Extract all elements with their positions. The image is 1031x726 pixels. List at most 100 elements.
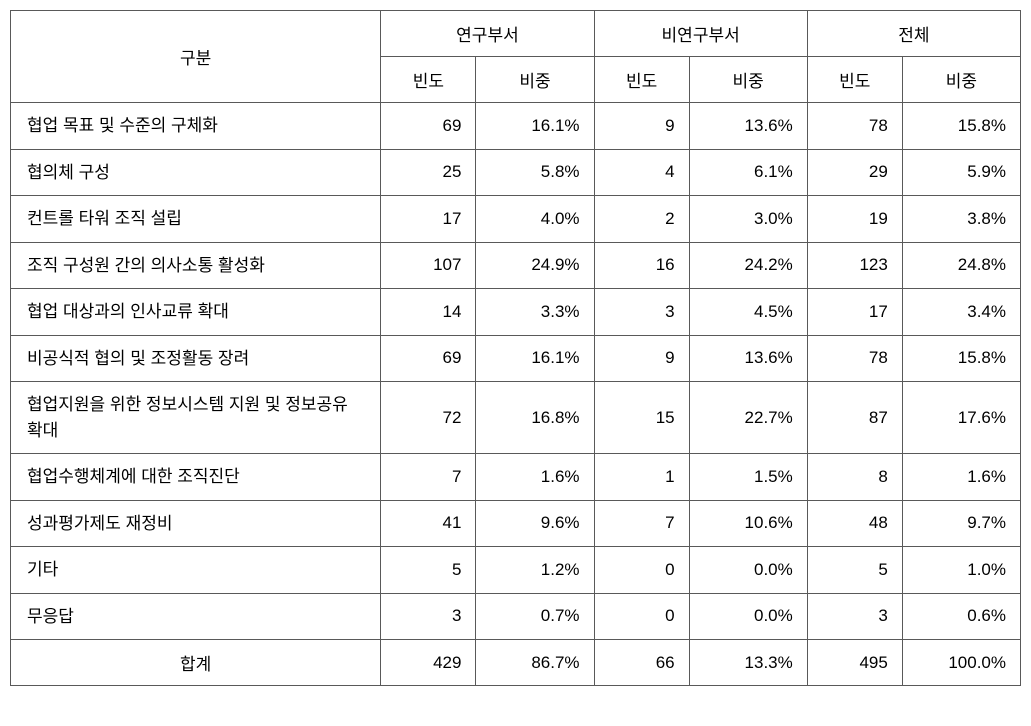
row-value: 78 bbox=[807, 103, 902, 150]
row-value: 0.0% bbox=[689, 547, 807, 594]
row-value: 16 bbox=[594, 242, 689, 289]
row-value: 0.0% bbox=[689, 593, 807, 640]
row-value: 5.9% bbox=[902, 149, 1020, 196]
row-label: 성과평가제도 재정비 bbox=[11, 500, 381, 547]
row-value: 1.2% bbox=[476, 547, 594, 594]
row-value: 0.6% bbox=[902, 593, 1020, 640]
row-value: 87 bbox=[807, 382, 902, 454]
row-value: 3 bbox=[594, 289, 689, 336]
header-ratio-3: 비중 bbox=[902, 57, 1020, 103]
row-value: 14 bbox=[381, 289, 476, 336]
table-row-total: 합계42986.7%6613.3%495100.0% bbox=[11, 640, 1021, 686]
total-value: 100.0% bbox=[902, 640, 1020, 686]
row-value: 10.6% bbox=[689, 500, 807, 547]
row-value: 1.6% bbox=[902, 454, 1020, 501]
table-row: 협의체 구성255.8%46.1%295.9% bbox=[11, 149, 1021, 196]
row-value: 3.4% bbox=[902, 289, 1020, 336]
row-value: 24.2% bbox=[689, 242, 807, 289]
row-value: 0.7% bbox=[476, 593, 594, 640]
row-value: 29 bbox=[807, 149, 902, 196]
header-freq-3: 빈도 bbox=[807, 57, 902, 103]
row-value: 7 bbox=[594, 500, 689, 547]
row-value: 24.9% bbox=[476, 242, 594, 289]
header-row-groups: 구분 연구부서 비연구부서 전체 bbox=[11, 11, 1021, 57]
row-value: 78 bbox=[807, 335, 902, 382]
table-row: 컨트롤 타워 조직 설립174.0%23.0%193.8% bbox=[11, 196, 1021, 243]
table-row: 협업 대상과의 인사교류 확대143.3%34.5%173.4% bbox=[11, 289, 1021, 336]
row-value: 69 bbox=[381, 335, 476, 382]
row-value: 15.8% bbox=[902, 335, 1020, 382]
header-group-research: 연구부서 bbox=[381, 11, 594, 57]
row-label: 조직 구성원 간의 의사소통 활성화 bbox=[11, 242, 381, 289]
header-group-nonresearch: 비연구부서 bbox=[594, 11, 807, 57]
total-value: 86.7% bbox=[476, 640, 594, 686]
row-value: 4.0% bbox=[476, 196, 594, 243]
total-value: 13.3% bbox=[689, 640, 807, 686]
header-ratio-2: 비중 bbox=[689, 57, 807, 103]
row-value: 16.8% bbox=[476, 382, 594, 454]
row-value: 9 bbox=[594, 335, 689, 382]
row-value: 69 bbox=[381, 103, 476, 150]
row-value: 17 bbox=[807, 289, 902, 336]
header-ratio-1: 비중 bbox=[476, 57, 594, 103]
row-value: 1.0% bbox=[902, 547, 1020, 594]
row-value: 13.6% bbox=[689, 103, 807, 150]
row-label: 컨트롤 타워 조직 설립 bbox=[11, 196, 381, 243]
total-value: 66 bbox=[594, 640, 689, 686]
row-value: 5.8% bbox=[476, 149, 594, 196]
row-value: 3 bbox=[807, 593, 902, 640]
row-value: 4 bbox=[594, 149, 689, 196]
row-value: 123 bbox=[807, 242, 902, 289]
row-value: 3.3% bbox=[476, 289, 594, 336]
row-value: 16.1% bbox=[476, 103, 594, 150]
header-group-total: 전체 bbox=[807, 11, 1020, 57]
header-freq-2: 빈도 bbox=[594, 57, 689, 103]
total-value: 429 bbox=[381, 640, 476, 686]
row-value: 24.8% bbox=[902, 242, 1020, 289]
row-value: 3.8% bbox=[902, 196, 1020, 243]
table-header: 구분 연구부서 비연구부서 전체 빈도 비중 빈도 비중 빈도 비중 bbox=[11, 11, 1021, 103]
row-value: 0 bbox=[594, 593, 689, 640]
table-row: 성과평가제도 재정비419.6%710.6%489.7% bbox=[11, 500, 1021, 547]
row-value: 22.7% bbox=[689, 382, 807, 454]
row-value: 9 bbox=[594, 103, 689, 150]
row-label: 협업지원을 위한 정보시스템 지원 및 정보공유 확대 bbox=[11, 382, 381, 454]
table-row: 무응답30.7%00.0%30.6% bbox=[11, 593, 1021, 640]
row-label: 기타 bbox=[11, 547, 381, 594]
row-value: 72 bbox=[381, 382, 476, 454]
header-freq-1: 빈도 bbox=[381, 57, 476, 103]
header-category: 구분 bbox=[11, 11, 381, 103]
row-label: 비공식적 협의 및 조정활동 장려 bbox=[11, 335, 381, 382]
row-label: 협의체 구성 bbox=[11, 149, 381, 196]
row-value: 3.0% bbox=[689, 196, 807, 243]
row-value: 5 bbox=[807, 547, 902, 594]
row-value: 4.5% bbox=[689, 289, 807, 336]
row-value: 1.6% bbox=[476, 454, 594, 501]
row-label: 협업 대상과의 인사교류 확대 bbox=[11, 289, 381, 336]
row-value: 2 bbox=[594, 196, 689, 243]
row-value: 1 bbox=[594, 454, 689, 501]
table-body: 협업 목표 및 수준의 구체화6916.1%913.6%7815.8%협의체 구… bbox=[11, 103, 1021, 686]
row-value: 9.6% bbox=[476, 500, 594, 547]
row-value: 107 bbox=[381, 242, 476, 289]
row-label: 협업 목표 및 수준의 구체화 bbox=[11, 103, 381, 150]
total-value: 495 bbox=[807, 640, 902, 686]
row-value: 5 bbox=[381, 547, 476, 594]
row-value: 17 bbox=[381, 196, 476, 243]
row-value: 13.6% bbox=[689, 335, 807, 382]
row-value: 0 bbox=[594, 547, 689, 594]
row-value: 15 bbox=[594, 382, 689, 454]
row-value: 3 bbox=[381, 593, 476, 640]
table-row: 비공식적 협의 및 조정활동 장려6916.1%913.6%7815.8% bbox=[11, 335, 1021, 382]
table-row: 협업수행체계에 대한 조직진단71.6%11.5%81.6% bbox=[11, 454, 1021, 501]
row-value: 17.6% bbox=[902, 382, 1020, 454]
row-value: 7 bbox=[381, 454, 476, 501]
table-row: 협업 목표 및 수준의 구체화6916.1%913.6%7815.8% bbox=[11, 103, 1021, 150]
row-value: 41 bbox=[381, 500, 476, 547]
row-value: 16.1% bbox=[476, 335, 594, 382]
row-label: 협업수행체계에 대한 조직진단 bbox=[11, 454, 381, 501]
row-value: 15.8% bbox=[902, 103, 1020, 150]
total-label: 합계 bbox=[11, 640, 381, 686]
row-value: 8 bbox=[807, 454, 902, 501]
row-value: 25 bbox=[381, 149, 476, 196]
